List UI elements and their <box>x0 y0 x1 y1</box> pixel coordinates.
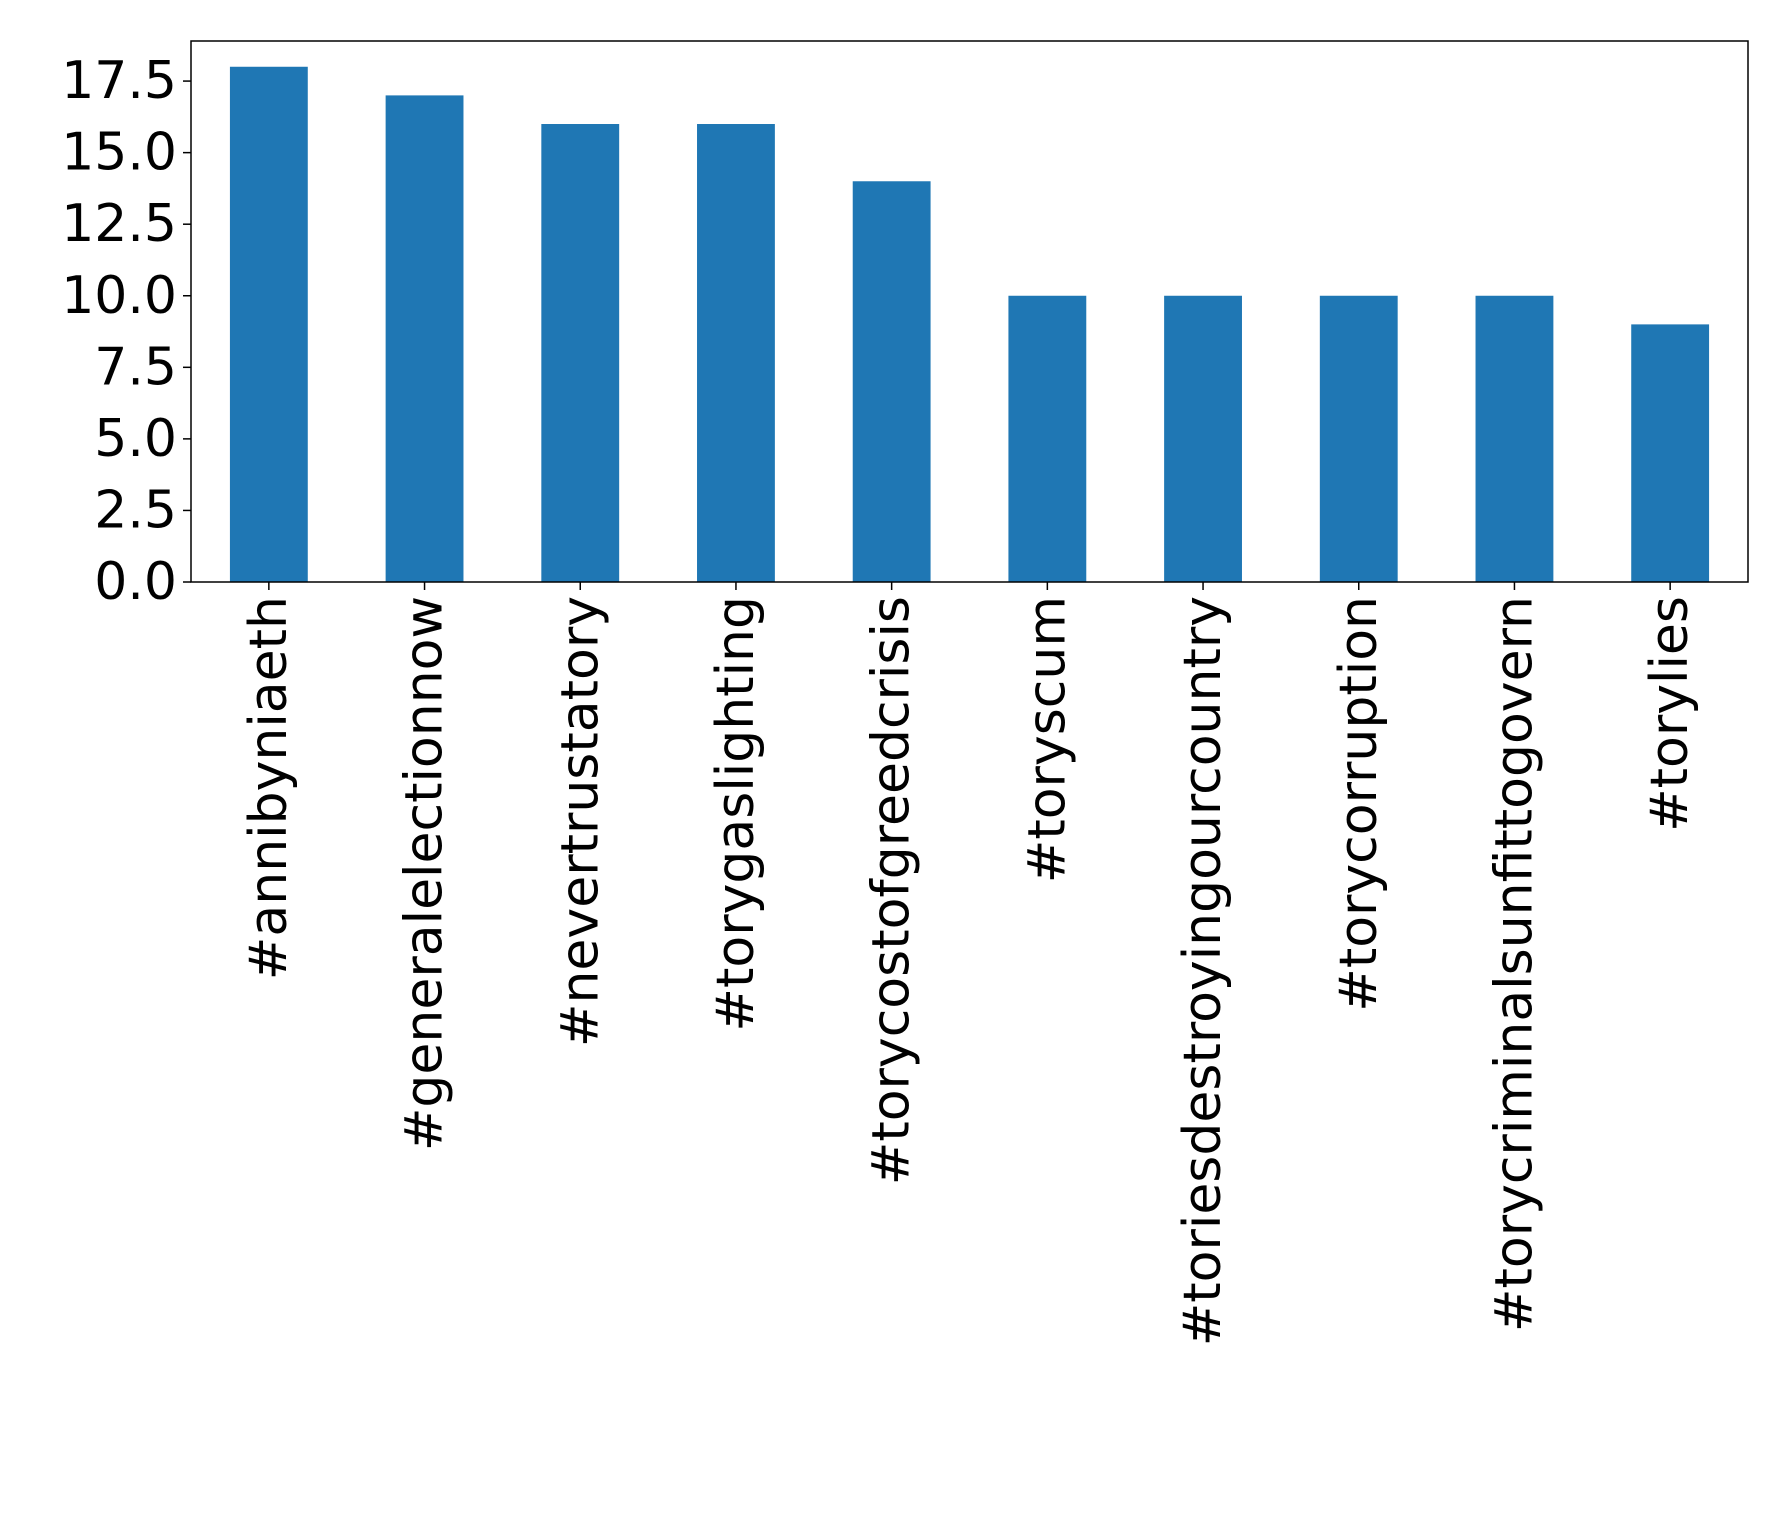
bar <box>1631 324 1710 582</box>
y-axis-ticks: 0.0 2.5 5.0 7.5 10.0 12.5 15.0 17.5 <box>61 51 191 612</box>
bar <box>229 66 308 582</box>
plot-frame <box>190 40 1749 583</box>
bar <box>1164 295 1242 582</box>
y-tick-label: 10.0 <box>61 266 177 326</box>
y-tick-label: 15.0 <box>61 123 177 183</box>
y-tick-label: 12.5 <box>61 194 177 254</box>
x-tick-label: #torylies <box>1640 596 1700 832</box>
x-tick-label: #nevertrustatory <box>550 596 610 1047</box>
bar <box>852 181 931 582</box>
bar <box>697 124 775 582</box>
x-tick-label: #torygaslighting <box>706 596 766 1032</box>
bar <box>1475 295 1554 582</box>
x-axis-ticks: #annibyniaeth #generalelectionnow #nevertr… <box>239 582 1700 1346</box>
x-tick-label: #generalelectionnow <box>395 596 455 1151</box>
bar <box>541 124 620 582</box>
x-tick-label: #toriesdestroyingourcountry <box>1173 596 1233 1346</box>
x-tick-label: #toryscum <box>1017 596 1077 883</box>
x-tick-label: #torycorruption <box>1329 596 1389 1012</box>
bar <box>1319 295 1398 582</box>
x-tick-label: #torycriminalsunfittogovern <box>1484 596 1544 1332</box>
y-tick-label: 7.5 <box>94 337 177 397</box>
y-tick-label: 17.5 <box>61 51 177 111</box>
bar <box>1008 295 1087 582</box>
y-tick-label: 5.0 <box>94 409 177 469</box>
bars-group <box>229 66 1710 583</box>
y-tick-label: 2.5 <box>94 480 177 540</box>
y-tick-label: 0.0 <box>94 552 177 612</box>
bar <box>385 95 464 583</box>
x-tick-label: #torycostofgreedcrisis <box>862 596 922 1185</box>
x-tick-label: #annibyniaeth <box>239 596 299 980</box>
